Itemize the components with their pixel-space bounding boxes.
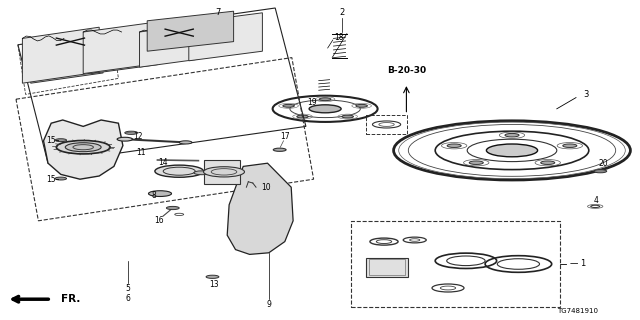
Text: 16: 16: [154, 216, 164, 225]
Polygon shape: [31, 30, 103, 83]
Ellipse shape: [319, 98, 331, 100]
Polygon shape: [189, 13, 262, 61]
Ellipse shape: [297, 115, 308, 118]
Ellipse shape: [179, 141, 192, 144]
Text: 15–: 15–: [46, 175, 60, 184]
Bar: [366, 115, 407, 134]
Polygon shape: [44, 120, 123, 179]
Ellipse shape: [206, 275, 219, 278]
Ellipse shape: [356, 104, 367, 107]
Ellipse shape: [342, 115, 353, 118]
Text: 10: 10: [260, 183, 271, 192]
Text: TG7481910: TG7481910: [557, 308, 598, 314]
Ellipse shape: [273, 148, 286, 151]
Ellipse shape: [65, 143, 101, 152]
Text: 20: 20: [598, 159, 608, 168]
Bar: [366, 258, 408, 277]
Text: 8: 8: [151, 191, 156, 200]
Text: 14: 14: [158, 158, 168, 167]
Bar: [369, 259, 405, 275]
Text: — 1: — 1: [570, 260, 586, 268]
Polygon shape: [91, 25, 157, 74]
Ellipse shape: [204, 167, 244, 177]
Ellipse shape: [55, 139, 67, 141]
Text: 12: 12: [133, 132, 142, 141]
Polygon shape: [22, 27, 99, 83]
Text: FR.: FR.: [61, 294, 80, 304]
Ellipse shape: [594, 170, 607, 173]
Ellipse shape: [505, 133, 519, 137]
Text: 15–: 15–: [46, 136, 60, 145]
Text: 9: 9: [266, 300, 271, 309]
Ellipse shape: [541, 161, 555, 164]
Ellipse shape: [563, 144, 577, 148]
Text: 17: 17: [280, 132, 290, 141]
Ellipse shape: [194, 171, 209, 175]
Text: 19: 19: [307, 98, 317, 107]
Ellipse shape: [469, 161, 483, 164]
Text: 4: 4: [594, 196, 599, 204]
Ellipse shape: [125, 131, 138, 134]
Text: 7: 7: [215, 8, 220, 17]
Polygon shape: [227, 163, 293, 254]
Ellipse shape: [283, 104, 294, 107]
Ellipse shape: [166, 206, 179, 210]
Text: B-20-30: B-20-30: [387, 66, 426, 75]
Bar: [351, 221, 560, 307]
Text: 11: 11: [136, 148, 145, 157]
Text: 5: 5: [125, 284, 131, 293]
Text: 2: 2: [340, 8, 345, 17]
Text: 3: 3: [583, 90, 588, 99]
Text: 6: 6: [125, 294, 131, 303]
Ellipse shape: [56, 140, 110, 154]
Ellipse shape: [447, 144, 461, 148]
Text: 13: 13: [209, 280, 220, 289]
Ellipse shape: [155, 165, 204, 177]
Text: 18: 18: [335, 33, 344, 42]
Ellipse shape: [117, 137, 132, 141]
Ellipse shape: [486, 144, 538, 157]
Ellipse shape: [309, 105, 341, 113]
Bar: [204, 160, 240, 184]
Polygon shape: [147, 11, 234, 51]
Polygon shape: [83, 22, 154, 74]
Ellipse shape: [148, 191, 172, 196]
Ellipse shape: [55, 177, 67, 180]
Polygon shape: [140, 24, 198, 67]
